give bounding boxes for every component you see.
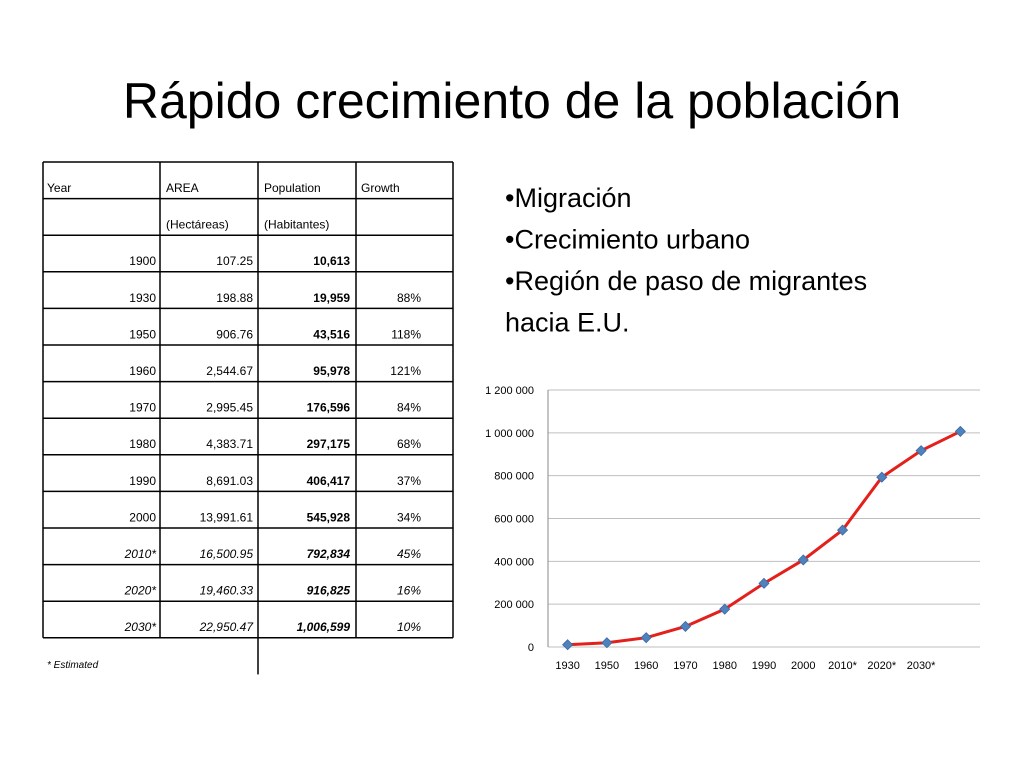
x-tick-label: 1960 <box>634 660 658 672</box>
table-cell: 1960 <box>129 364 156 378</box>
bullet: •Crecimiento urbano <box>505 225 750 255</box>
table-cell: 2020* <box>124 584 157 598</box>
table-cell: 297,175 <box>307 437 351 451</box>
table-cell: 2,544.67 <box>206 364 253 378</box>
bullet: •Migración <box>505 183 632 213</box>
table-footnote: * Estimated <box>47 660 99 671</box>
table-cell: 1930 <box>129 291 156 305</box>
table-cell: 2,995.45 <box>206 401 253 415</box>
table-subheader: (Habitantes) <box>264 218 329 232</box>
table-cell: 10,613 <box>313 254 350 268</box>
table-cell: 34% <box>397 510 421 524</box>
y-tick-label: 400 000 <box>494 556 534 568</box>
y-tick-label: 1 200 000 <box>485 385 534 397</box>
table-cell: 10% <box>397 620 421 634</box>
y-tick-label: 200 000 <box>494 599 534 611</box>
marker <box>915 445 927 457</box>
table-cell: 1970 <box>129 401 156 415</box>
table-cell: 45% <box>397 547 421 561</box>
table-cell: 84% <box>397 401 421 415</box>
x-tick-label: 1980 <box>712 660 736 672</box>
table-cell: 37% <box>397 474 421 488</box>
table-cell: 406,417 <box>307 474 351 488</box>
bullet: hacia E.U. <box>505 308 630 338</box>
table-cell: 43,516 <box>313 327 350 341</box>
y-tick-label: 1 000 000 <box>485 428 534 440</box>
y-tick-label: 600 000 <box>494 514 534 526</box>
table-cell: 19,460.33 <box>200 584 254 598</box>
table-cell: 16% <box>397 584 421 598</box>
table-header: Population <box>264 181 321 195</box>
table-cell: 916,825 <box>307 584 351 598</box>
x-tick-label: 1970 <box>673 660 697 672</box>
table-header: Growth <box>361 181 400 195</box>
x-tick-label: 1990 <box>752 660 776 672</box>
table-subheader: (Hectáreas) <box>166 218 229 232</box>
marker <box>836 524 849 536</box>
table-cell: 1900 <box>129 254 156 268</box>
x-tick-label: 2020* <box>867 660 896 672</box>
table-header: Year <box>47 181 71 195</box>
marker <box>797 554 809 566</box>
table-cell: 545,928 <box>307 510 351 524</box>
x-tick-label: 1930 <box>555 660 579 672</box>
table-cell: 2030* <box>124 620 157 634</box>
line <box>567 430 962 647</box>
table-cell: 121% <box>390 364 421 378</box>
table-cell: 792,834 <box>307 547 351 561</box>
table-cell: 16,500.95 <box>200 547 254 561</box>
marker <box>640 632 652 644</box>
table-cell: 8,691.03 <box>206 474 253 488</box>
table-cell: 1950 <box>129 327 156 341</box>
marker <box>758 577 770 589</box>
marker <box>562 639 574 651</box>
marker <box>679 620 692 633</box>
table-cell: 107.25 <box>216 254 253 268</box>
y-tick-label: 800 000 <box>494 471 534 483</box>
table-cell: 1,006,599 <box>297 620 351 634</box>
table-cell: 1980 <box>129 437 156 451</box>
table-cell: 95,978 <box>313 364 350 378</box>
marker <box>601 637 613 649</box>
table-cell: 68% <box>397 437 421 451</box>
bullet: •Región de paso de migrantes <box>505 266 867 296</box>
x-tick-label: 2000 <box>791 660 815 672</box>
table-cell: 2000 <box>129 510 156 524</box>
table-cell: 198.88 <box>216 291 253 305</box>
x-tick-label: 2010* <box>828 660 857 672</box>
table-cell: 4,383.71 <box>206 437 253 451</box>
table-cell: 1990 <box>129 474 156 488</box>
table-cell: 906.76 <box>216 327 253 341</box>
table-cell: 118% <box>391 327 421 341</box>
slide-title: Rápido crecimiento de la población <box>123 73 901 129</box>
marker <box>719 603 731 615</box>
marker <box>954 425 966 437</box>
x-tick-label: 1950 <box>595 660 619 672</box>
table-cell: 13,991.61 <box>200 510 254 524</box>
table-cell: 22,950.47 <box>199 620 255 634</box>
marker <box>876 471 888 483</box>
table-cell: 176,596 <box>307 401 351 415</box>
table-header: AREA <box>166 181 199 195</box>
y-tick-label: 0 <box>528 642 534 654</box>
x-tick-label: 2030* <box>907 660 936 672</box>
table-cell: 88% <box>397 291 421 305</box>
table-cell: 2010* <box>124 547 157 561</box>
table-cell: 19,959 <box>313 291 350 305</box>
